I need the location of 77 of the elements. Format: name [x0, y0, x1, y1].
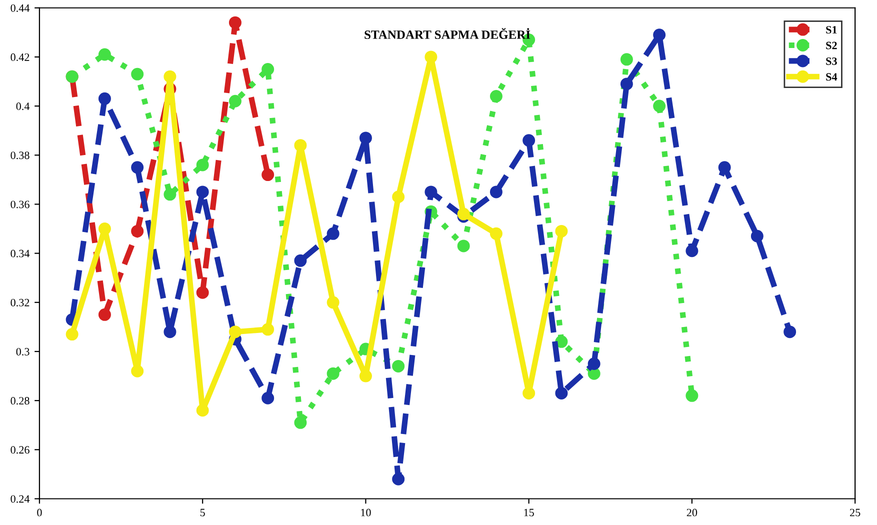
- x-tick-label: 10: [361, 508, 371, 516]
- point: [131, 161, 144, 174]
- point: [686, 389, 698, 402]
- x-tick-label: 20: [686, 508, 698, 516]
- point: [326, 367, 340, 380]
- y-tick-label: 0.38: [10, 152, 30, 160]
- x-tick-label: 0: [37, 508, 42, 516]
- legend-label: S3: [826, 57, 837, 65]
- y-tick-label: 0.44: [10, 4, 30, 12]
- y-tick-label: 0.3: [16, 348, 30, 356]
- y-tick-label: 0.28: [10, 397, 30, 405]
- point: [359, 132, 372, 144]
- point: [164, 326, 176, 338]
- y-tick-label: 0.26: [10, 446, 30, 454]
- point: [294, 139, 307, 152]
- point: [196, 186, 209, 198]
- y-tick-label: 0.4: [16, 102, 30, 110]
- legend-label: S4: [826, 73, 838, 81]
- point: [196, 286, 209, 299]
- point: [392, 360, 405, 372]
- point: [490, 227, 502, 240]
- y-tick-label: 0.32: [10, 298, 30, 306]
- point: [196, 404, 209, 417]
- point: [686, 244, 698, 258]
- point: [359, 370, 372, 382]
- point: [653, 28, 666, 42]
- point: [131, 224, 144, 238]
- point: [262, 168, 274, 182]
- x-tick-label: 15: [524, 508, 534, 516]
- point: [457, 208, 470, 220]
- x-tick-label: 5: [200, 508, 205, 516]
- point: [164, 188, 176, 201]
- legend-label: S1: [826, 26, 837, 34]
- point: [262, 62, 274, 76]
- point: [98, 222, 111, 236]
- point: [98, 308, 111, 321]
- x-tick-label: 25: [850, 508, 860, 516]
- point: [392, 472, 405, 486]
- point: [457, 240, 470, 252]
- point: [784, 326, 796, 338]
- text: STANDART SAPMA DEĞERİ: [364, 28, 530, 39]
- y-tick-label: 0.34: [10, 250, 30, 258]
- point: [588, 358, 600, 370]
- point: [522, 134, 536, 147]
- point: [326, 227, 340, 240]
- point: [555, 386, 568, 400]
- point: [522, 386, 536, 400]
- point: [620, 78, 633, 90]
- point: [424, 186, 438, 198]
- point: [555, 335, 568, 348]
- point: [66, 328, 78, 341]
- point: [326, 296, 340, 309]
- point: [196, 158, 209, 172]
- point: [750, 230, 764, 242]
- point: [294, 416, 307, 429]
- point: [98, 48, 111, 61]
- point: [98, 92, 111, 105]
- point: [392, 190, 405, 204]
- point: [490, 186, 502, 198]
- point: [228, 326, 242, 338]
- y-tick-label: 0.24: [10, 495, 30, 503]
- point: [262, 392, 274, 404]
- point: [490, 90, 502, 102]
- point: [262, 323, 274, 336]
- point: [164, 70, 176, 83]
- point: [653, 100, 666, 112]
- point: [555, 224, 568, 238]
- point: [620, 53, 633, 66]
- point: [131, 364, 144, 378]
- point: [228, 94, 242, 108]
- legend-label: S2: [826, 42, 837, 50]
- point: [424, 50, 438, 64]
- y-tick-label: 0.36: [10, 200, 30, 208]
- point: [131, 68, 144, 80]
- point: [228, 16, 242, 29]
- y-tick-label: 0.42: [10, 53, 30, 61]
- point: [294, 254, 307, 267]
